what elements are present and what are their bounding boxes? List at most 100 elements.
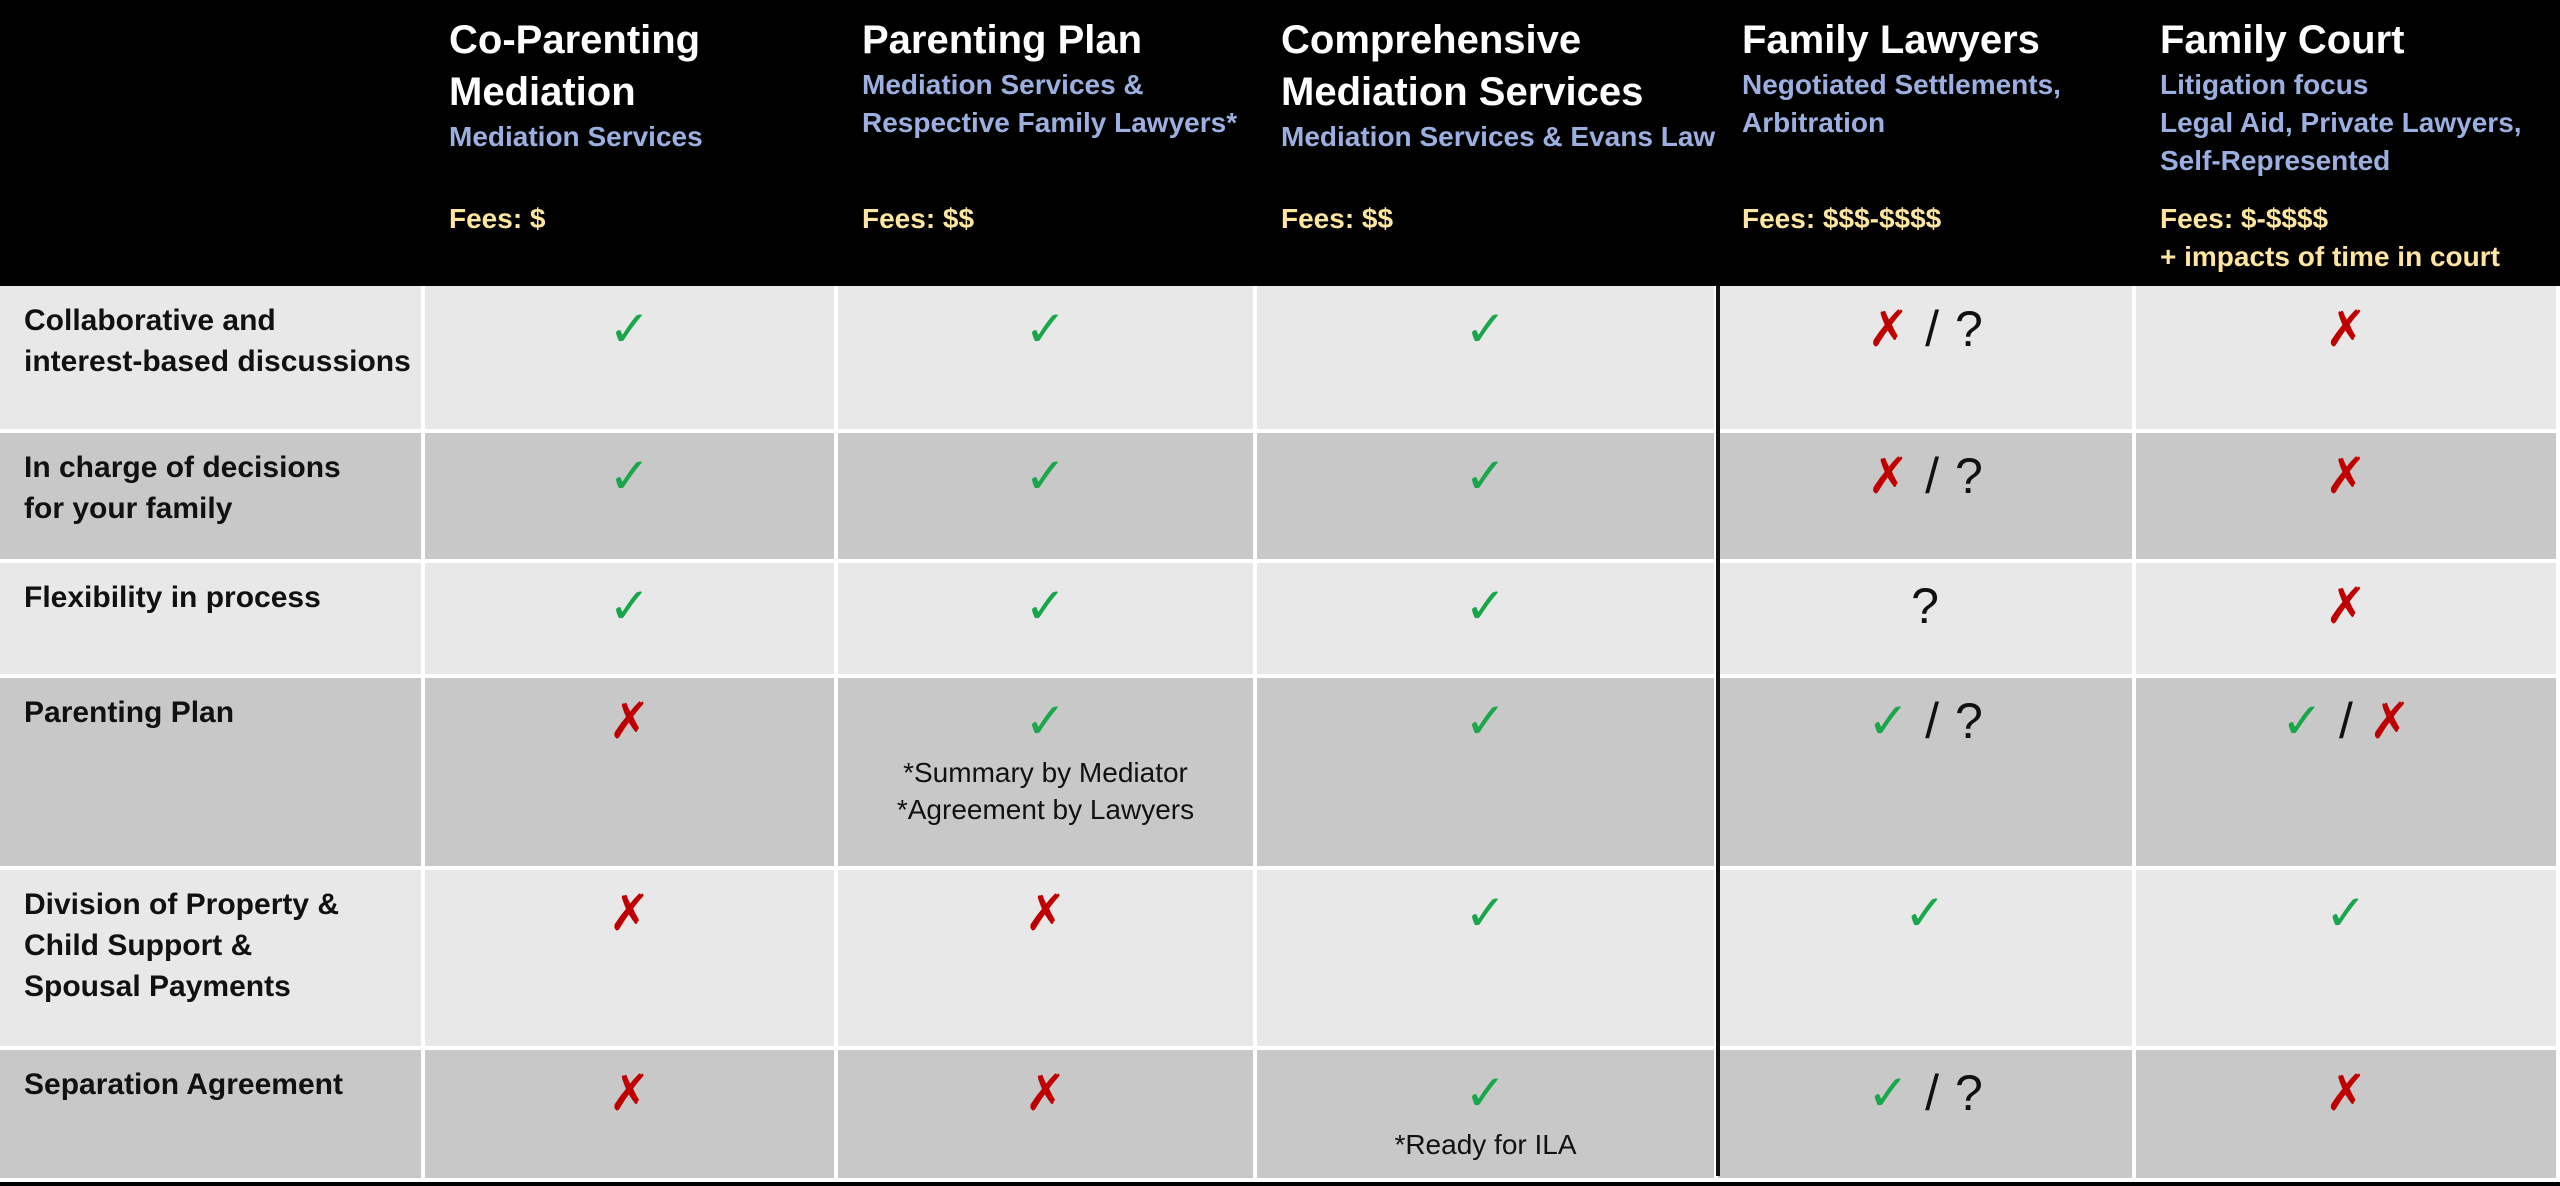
symbol: ✗ <box>2325 578 2367 634</box>
fees-line: Fees: $ <box>449 203 546 234</box>
table-row: Parenting Plan ✗ ✓ *Summary by Mediator *Agr… <box>0 678 2560 870</box>
column-header: Parenting Plan Mediation Services & Respec… <box>862 14 1237 142</box>
table-cell: ✗ <box>2136 563 2560 678</box>
column-title: Mediation <box>449 70 636 114</box>
symbol: ✓ <box>2325 885 2367 941</box>
symbol-group: ✓ <box>1257 563 1714 639</box>
table-cell: ✗ <box>425 870 838 1050</box>
row-label-cell: Flexibility in process <box>0 563 425 678</box>
column-subtitle: Mediation Services & Evans Law <box>1281 121 1716 152</box>
symbol: ✓ <box>1464 301 1507 357</box>
symbol-group: ✗ <box>2136 433 2556 509</box>
table-cell: ✓ <box>1257 286 1718 433</box>
table-cell: ✓ <box>1718 870 2136 1050</box>
row-label-cell: Division of Property & Child Support & Spo… <box>0 870 425 1050</box>
symbol: ✓ <box>608 578 651 634</box>
symbol: ? <box>1911 578 1939 634</box>
column-header: Family Lawyers Negotiated Settlements, Arb… <box>1742 14 2061 142</box>
table-cell: ✓ /? <box>1718 1050 2136 1182</box>
row-label: Parenting Plan <box>0 678 421 733</box>
table-row: Division of Property & Child Support & Spo… <box>0 870 2560 1050</box>
row-label-line: interest-based discussions <box>24 345 411 378</box>
symbol-group: ✓ <box>838 286 1253 362</box>
symbol: ? <box>1955 301 1983 357</box>
symbol-group: ✓ <box>1257 286 1714 362</box>
table-cell: ✓ / ✗ <box>2136 678 2560 870</box>
fees-line: Fees: $-$$$$ <box>2160 203 2329 234</box>
column-header: Comprehensive Mediation Services Mediation… <box>1281 14 1715 156</box>
column-divider <box>1716 286 1720 1176</box>
symbol: ✗ <box>1867 301 1910 357</box>
symbol-group: ✓ <box>1257 433 1714 509</box>
symbol-group: ✗ <box>425 678 834 754</box>
column-title: Co-Parenting <box>449 18 701 62</box>
row-label: In charge of decisions for your family <box>0 433 421 529</box>
symbol: ✗ <box>1024 1065 1067 1121</box>
symbol-group: ✓ <box>425 286 834 362</box>
symbol-group: ✓ <box>1257 1050 1714 1126</box>
column-title: Comprehensive <box>1281 18 1582 62</box>
row-label-line: for your family <box>24 492 233 525</box>
row-label: Separation Agreement <box>0 1050 421 1105</box>
table-cell: ✓ <box>1257 433 1718 563</box>
symbol: ? <box>1955 448 1983 504</box>
column-subtitle: Arbitration <box>1742 107 1886 138</box>
symbol: ✓ <box>1464 693 1507 749</box>
table-row: Collaborative and interest-based discussi… <box>0 286 2560 433</box>
symbol: ✓ <box>608 448 651 504</box>
symbol-group: ✓ <box>1257 678 1714 754</box>
fees-line: Fees: $$$-$$$$ <box>1742 203 1942 234</box>
table-cell: ✓ <box>425 286 838 433</box>
table-cell: ✓ <box>838 433 1257 563</box>
symbol-group: ✗ <box>425 1050 834 1126</box>
table-cell: ✓ *Summary by Mediator *Agreement by Lawye… <box>838 678 1257 870</box>
symbol-group: ✗ /? <box>1718 433 2132 509</box>
row-label-line: Spousal Payments <box>24 970 291 1003</box>
row-label-cell: Parenting Plan <box>0 678 425 870</box>
symbol: ? <box>1955 1065 1983 1121</box>
column-header: Family Court Litigation focus Legal Aid, P… <box>2160 14 2522 180</box>
symbol-group: ✗ <box>2136 563 2556 639</box>
column-title: Family Lawyers <box>1742 18 2040 62</box>
symbol: / <box>1925 1065 1939 1121</box>
table-cell: ✓ /? <box>1718 678 2136 870</box>
column-fees: Fees: $$ <box>862 200 974 238</box>
row-label-line: Parenting Plan <box>24 696 235 729</box>
row-label-cell: Separation Agreement <box>0 1050 425 1182</box>
column-subtitle: Negotiated Settlements, <box>1742 69 2061 100</box>
column-subtitle: Mediation Services & <box>862 69 1144 100</box>
table-cell: ✓ <box>838 563 1257 678</box>
symbol: ✓ <box>608 301 651 357</box>
symbol: / <box>2339 693 2353 749</box>
symbol-group: ✓ <box>838 678 1253 754</box>
fees-line: Fees: $$ <box>1281 203 1394 234</box>
table-cell: ✓ <box>1257 870 1718 1050</box>
column-subtitle: Respective Family Lawyers* <box>862 107 1238 138</box>
table-row: Separation Agreement ✗ ✗ ✓ *Ready for ILA ✓ /?… <box>0 1050 2560 1182</box>
column-subtitle: Legal Aid, Private Lawyers, <box>2160 107 2522 138</box>
symbol: ✗ <box>2325 301 2367 357</box>
symbol: ✓ <box>1464 885 1507 941</box>
column-fees: Fees: $$$-$$$$ <box>1742 200 1941 238</box>
symbol: ✗ <box>2325 1065 2367 1121</box>
row-label-cell: Collaborative and interest-based discussi… <box>0 286 425 433</box>
cell-note: *Ready for ILA <box>1394 1129 1577 1160</box>
symbol: ✗ <box>1024 885 1067 941</box>
symbol: ✓ <box>1867 1065 1910 1121</box>
column-fees: Fees: $-$$$$ + impacts of time in court <box>2160 200 2500 276</box>
column-fees: Fees: $$ <box>1281 200 1393 238</box>
symbol: / <box>1925 693 1939 749</box>
symbol: / <box>1925 448 1939 504</box>
table-cell: ✗ /? <box>1718 286 2136 433</box>
table-cell: ✗ <box>2136 433 2560 563</box>
symbol: ✓ <box>2281 693 2324 749</box>
table-cell: ✗ <box>2136 286 2560 433</box>
symbol-group: ✗ <box>2136 286 2556 362</box>
column-title: Mediation Services <box>1281 70 1644 114</box>
column-subtitle: Litigation focus <box>2160 69 2369 100</box>
symbol: ✗ <box>2368 693 2411 749</box>
row-label-line: Separation Agreement <box>24 1068 343 1101</box>
row-label: Collaborative and interest-based discussi… <box>0 286 421 382</box>
symbol: ✗ <box>608 1065 651 1121</box>
